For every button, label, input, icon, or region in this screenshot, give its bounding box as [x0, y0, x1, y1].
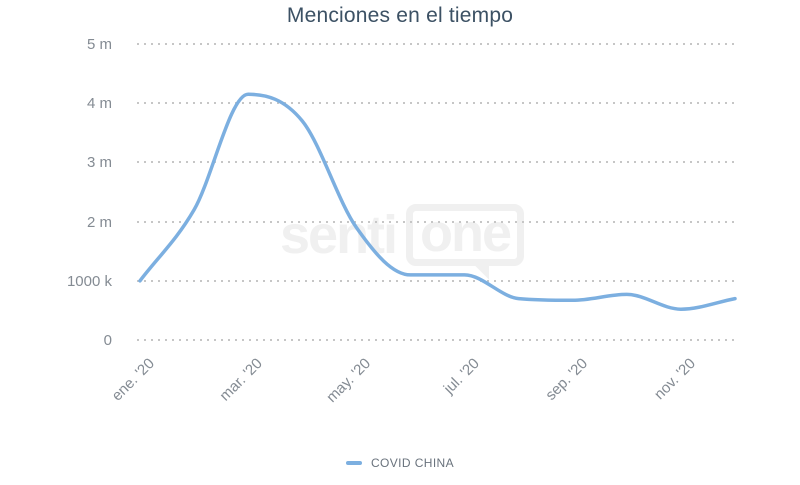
- sentione-watermark: senti one: [280, 203, 525, 266]
- covid-china-series-line: [138, 92, 737, 311]
- gridline-1000k: [137, 280, 738, 282]
- gridline-2m: [137, 221, 738, 223]
- gridline-0: [137, 339, 738, 341]
- watermark-speech-bubble-icon: one: [406, 203, 525, 266]
- watermark-text-one: one: [420, 203, 512, 263]
- y-tick-label: 1000 k: [66, 273, 112, 290]
- chart-title: Menciones en el tiempo: [286, 4, 514, 27]
- y-tick-label: 2 m: [86, 214, 112, 231]
- y-tick-label: 5 m: [86, 36, 112, 53]
- gridline-5m: [137, 43, 738, 45]
- legend: COVID CHINA: [0, 456, 800, 470]
- watermark-text-senti: senti: [280, 205, 398, 265]
- y-tick-label: 3 m: [86, 154, 112, 171]
- legend-item-covid-china[interactable]: COVID CHINA: [345, 456, 455, 470]
- y-tick-label: 0: [103, 332, 112, 349]
- y-tick-label: 4 m: [86, 95, 112, 112]
- gridline-4m: [137, 102, 738, 104]
- legend-item-label: COVID CHINA: [370, 456, 455, 470]
- gridline-3m: [137, 161, 738, 163]
- legend-line-marker-icon: [345, 461, 362, 465]
